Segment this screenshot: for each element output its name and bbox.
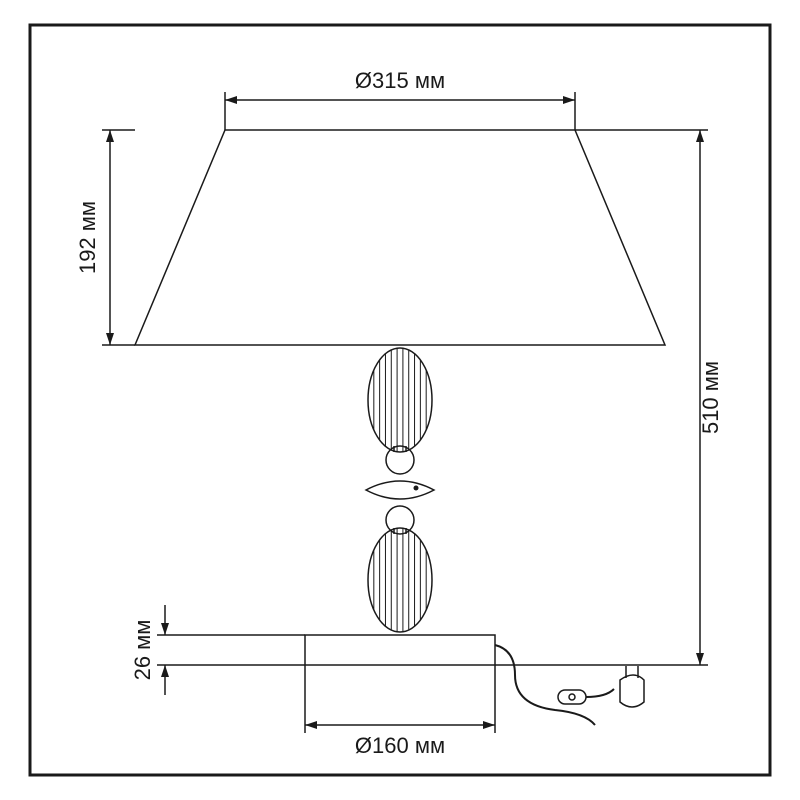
dim-base-dia: Ø160 мм [355, 733, 445, 758]
cord-switch [558, 690, 586, 704]
sphere [386, 506, 414, 534]
sphere [386, 446, 414, 474]
ribbed-element [368, 348, 432, 452]
power-cord [495, 645, 595, 725]
dim-shade-height: 192 мм [75, 201, 100, 274]
lens-element [366, 481, 434, 499]
lens-dot [414, 486, 419, 491]
base-plate [305, 635, 495, 665]
dim-shade-top: Ø315 мм [355, 68, 445, 93]
lampshade [135, 130, 665, 345]
lamp-diagram: Ø315 мм 192 мм 510 мм 26 мм Ø160 мм [0, 0, 800, 800]
dim-total-height: 510 мм [698, 361, 723, 434]
ribbed-element [368, 528, 432, 632]
dim-base-thickness: 26 мм [130, 620, 155, 681]
power-plug [620, 675, 644, 707]
